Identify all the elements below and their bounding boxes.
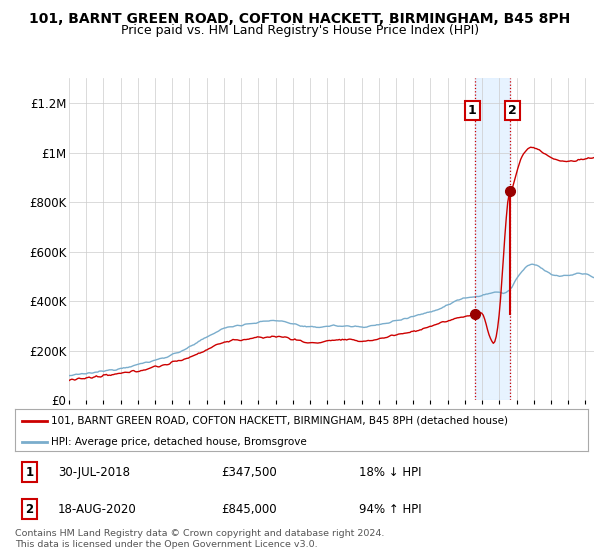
Text: 18-AUG-2020: 18-AUG-2020 — [58, 503, 137, 516]
Text: 30-JUL-2018: 30-JUL-2018 — [58, 466, 130, 479]
Text: 101, BARNT GREEN ROAD, COFTON HACKETT, BIRMINGHAM, B45 8PH: 101, BARNT GREEN ROAD, COFTON HACKETT, B… — [29, 12, 571, 26]
Text: Contains HM Land Registry data © Crown copyright and database right 2024.
This d: Contains HM Land Registry data © Crown c… — [15, 529, 385, 549]
Text: Price paid vs. HM Land Registry's House Price Index (HPI): Price paid vs. HM Land Registry's House … — [121, 24, 479, 36]
Text: HPI: Average price, detached house, Bromsgrove: HPI: Average price, detached house, Brom… — [50, 437, 306, 446]
Text: 18% ↓ HPI: 18% ↓ HPI — [359, 466, 421, 479]
Text: 1: 1 — [25, 466, 34, 479]
Bar — [475, 78, 510, 400]
Text: 2: 2 — [508, 104, 517, 117]
Text: 2: 2 — [25, 503, 34, 516]
Text: 94% ↑ HPI: 94% ↑ HPI — [359, 503, 421, 516]
Text: £347,500: £347,500 — [221, 466, 277, 479]
Text: £845,000: £845,000 — [221, 503, 277, 516]
Text: 101, BARNT GREEN ROAD, COFTON HACKETT, BIRMINGHAM, B45 8PH (detached house): 101, BARNT GREEN ROAD, COFTON HACKETT, B… — [50, 416, 508, 426]
Text: 1: 1 — [468, 104, 476, 117]
